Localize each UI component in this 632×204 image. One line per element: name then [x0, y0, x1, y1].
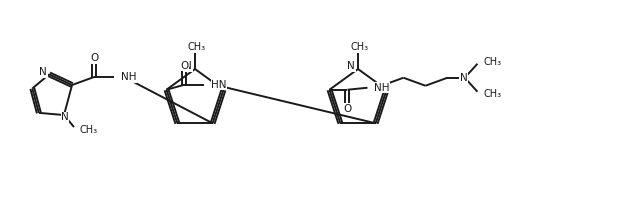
Text: O: O — [180, 61, 188, 71]
Text: CH₃: CH₃ — [188, 42, 206, 52]
Text: N: N — [61, 112, 69, 122]
Text: O: O — [343, 104, 351, 114]
Text: CH₃: CH₃ — [483, 57, 502, 67]
Text: CH₃: CH₃ — [351, 42, 369, 52]
Text: CH₃: CH₃ — [483, 89, 502, 99]
Text: N: N — [459, 73, 467, 83]
Text: O: O — [90, 53, 98, 63]
Text: CH₃: CH₃ — [80, 125, 98, 135]
Text: N: N — [347, 61, 355, 71]
Text: HN: HN — [212, 80, 227, 90]
Text: N: N — [39, 67, 47, 77]
Text: N: N — [185, 61, 192, 71]
Text: NH: NH — [121, 72, 137, 82]
Text: NH: NH — [375, 83, 390, 93]
